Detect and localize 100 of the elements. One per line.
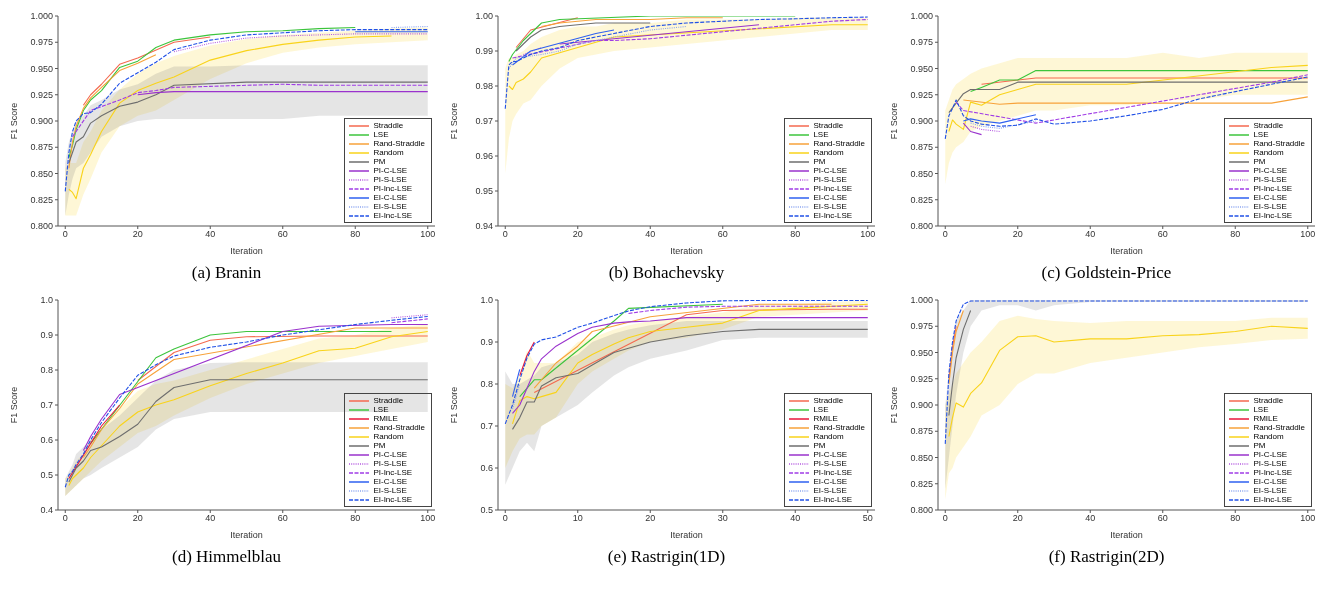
legend-label: EI-S-LSE: [1253, 486, 1287, 495]
legend-label: EI-C-LSE: [813, 193, 848, 202]
line-series: [955, 74, 1309, 124]
legend-label: Random: [1253, 432, 1284, 441]
y-tick-label: 0.6: [40, 435, 53, 446]
text: (c) Goldstein-Price: [1040, 262, 1173, 284]
x-axis-title: Iteration: [670, 530, 703, 540]
x-tick-label: 0: [62, 513, 68, 524]
legend-label: PI-S-LSE: [1253, 175, 1287, 184]
y-tick-label: 0.4: [40, 505, 53, 516]
y-tick-label: 0.99: [475, 46, 493, 57]
legend-label: Straddle: [813, 396, 844, 405]
line-series: [82, 36, 211, 106]
y-tick-label: 0.925: [910, 373, 933, 384]
legend-label: PI-S-LSE: [373, 175, 407, 184]
x-tick-label: 80: [1230, 513, 1241, 524]
legend-label: PM: [1253, 157, 1266, 166]
x-tick-label: 20: [132, 513, 143, 524]
line-series: [68, 81, 429, 164]
legend-label: Rand-Straddle: [1253, 423, 1305, 432]
legend-label: PI-Inc-LSE: [1253, 468, 1293, 477]
y-tick-label: 0.875: [910, 426, 933, 437]
y-tick-label: 0.950: [910, 63, 933, 74]
y-tick-label: 0.925: [30, 89, 53, 100]
legend-label: EI-Inc-LSE: [1253, 211, 1293, 220]
line-series: [515, 22, 651, 52]
x-tick-label: 60: [717, 229, 728, 240]
legend-label: EI-C-LSE: [373, 193, 408, 202]
legend-label: PI-S-LSE: [1253, 459, 1287, 468]
legend-label: PI-C-LSE: [1253, 166, 1288, 175]
line-series: [71, 83, 429, 138]
legend-label: EI-S-LSE: [813, 486, 847, 495]
y-tick-label: 0.8: [40, 365, 53, 376]
text: (f) Rastrigin(2D): [1047, 546, 1166, 568]
x-tick-label: 0: [62, 229, 68, 240]
legend-label: EI-S-LSE: [373, 202, 407, 211]
x-tick-label: 30: [717, 513, 728, 524]
y-tick-label: 0.875: [910, 142, 933, 153]
line-series: [948, 81, 1309, 114]
line-series: [533, 308, 869, 393]
line-series: [948, 325, 1309, 438]
y-tick-label: 0.6: [480, 463, 493, 474]
x-tick-label: 100: [860, 229, 876, 240]
line-series: [962, 96, 1309, 105]
legend-label: EI-Inc-LSE: [1253, 495, 1293, 504]
legend-label: PI-C-LSE: [813, 166, 848, 175]
y-tick-label: 0.825: [30, 194, 53, 205]
legend-label: EI-S-LSE: [813, 202, 847, 211]
text: (e) Rastrigin(1D): [606, 546, 727, 568]
line-series: [508, 16, 796, 63]
x-tick-label: 50: [862, 513, 873, 524]
legend-label: PM: [373, 157, 386, 166]
legend-label: Rand-Straddle: [813, 139, 865, 148]
legend-label: PI-Inc-LSE: [373, 468, 413, 477]
text: (b) Bohachevsky: [607, 262, 726, 284]
y-tick-label: 0.900: [30, 116, 53, 127]
legend-label: PM: [813, 157, 826, 166]
legend-label: PM: [813, 441, 826, 450]
x-tick-label: 100: [1300, 513, 1316, 524]
legend-label: EI-C-LSE: [1253, 477, 1288, 486]
line-series: [962, 114, 1037, 124]
y-tick-label: 0.5: [40, 470, 53, 481]
x-tick-label: 20: [1012, 513, 1023, 524]
line-series: [970, 70, 1309, 93]
x-axis-title: Iteration: [1110, 530, 1143, 540]
x-tick-label: 80: [790, 229, 801, 240]
legend-label: Straddle: [813, 121, 844, 130]
x-tick-label: 0: [942, 229, 948, 240]
y-axis-title: F1 Score: [889, 102, 900, 140]
legend-label: PI-C-LSE: [373, 450, 408, 459]
x-tick-label: 80: [350, 229, 361, 240]
y-tick-label: 0.8: [480, 379, 493, 390]
x-tick-label: 60: [277, 229, 288, 240]
legend-label: Random: [373, 432, 404, 441]
y-tick-label: 0.975: [910, 37, 933, 48]
legend-label: PI-Inc-LSE: [813, 184, 853, 193]
y-tick-label: 0.900: [910, 400, 933, 411]
x-tick-label: 10: [572, 513, 583, 524]
line-series: [627, 305, 869, 314]
line-series: [511, 328, 869, 430]
line-series: [511, 317, 869, 414]
legend-label: Random: [813, 148, 844, 157]
line-series: [948, 64, 1309, 133]
legend-label: Rand-Straddle: [373, 139, 425, 148]
legend-label: PI-Inc-LSE: [373, 184, 413, 193]
y-tick-label: 1.000: [910, 11, 933, 22]
line-series: [511, 29, 615, 66]
y-tick-label: 0.900: [910, 116, 933, 127]
x-tick-label: 20: [1012, 229, 1023, 240]
line-series: [948, 309, 964, 385]
x-tick-label: 80: [350, 513, 361, 524]
legend-label: Random: [1253, 148, 1284, 157]
legend-label: PI-Inc-LSE: [813, 468, 853, 477]
legend-label: EI-Inc-LSE: [813, 495, 853, 504]
legend-label: EI-S-LSE: [1253, 202, 1287, 211]
x-tick-label: 40: [1085, 513, 1096, 524]
legend-label: PI-S-LSE: [373, 459, 407, 468]
y-tick-label: 0.975: [30, 37, 53, 48]
y-tick-label: 0.950: [30, 63, 53, 74]
legend-label: Rand-Straddle: [1253, 139, 1305, 148]
